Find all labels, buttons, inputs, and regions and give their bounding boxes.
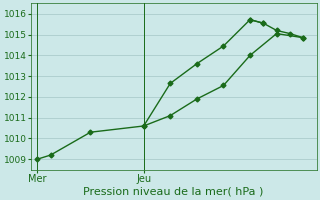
X-axis label: Pression niveau de la mer( hPa ): Pression niveau de la mer( hPa ) [84,187,264,197]
